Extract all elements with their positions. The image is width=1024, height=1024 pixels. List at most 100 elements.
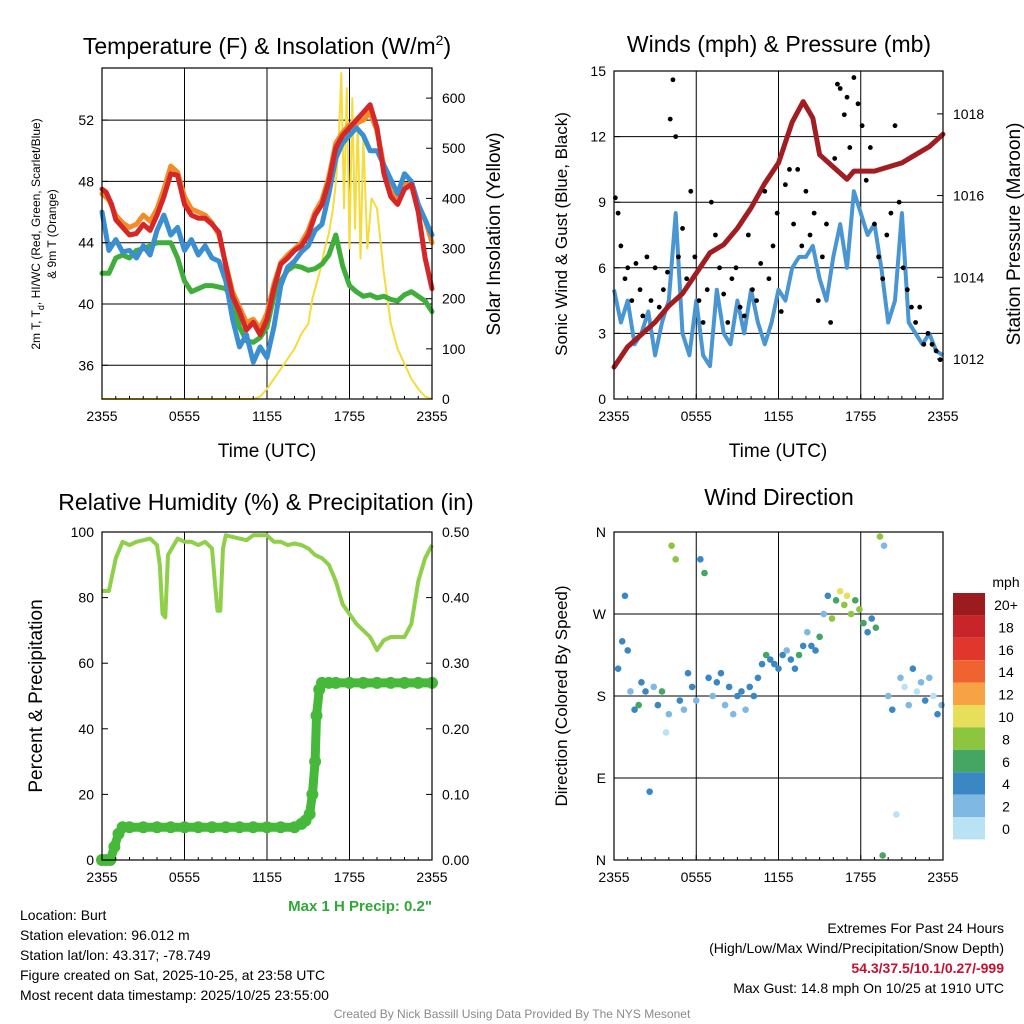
temperature-y2-ticks: 0 100 200 300 400 500 600: [426, 90, 466, 407]
x-tick-label: 2355: [416, 869, 447, 885]
direction-point: [917, 679, 925, 686]
winds-ylabel: Sonic Wind & Gust (Blue, Black): [552, 112, 571, 356]
precip-point: [108, 840, 121, 853]
gust-point: [717, 265, 722, 271]
legend-swatch: [953, 772, 985, 795]
gust-point: [847, 145, 853, 150]
gust-point: [835, 81, 840, 87]
gust-point: [841, 112, 847, 118]
winds-x-ticks: 2355 0555 1155 1755 2355: [598, 394, 959, 424]
direction-point: [688, 683, 696, 691]
series-line-pressure: [611, 99, 946, 370]
legend-swatch: [953, 817, 985, 840]
gust-point: [648, 298, 654, 303]
y-tick-label: 0: [598, 391, 606, 407]
precip-point: [310, 709, 323, 722]
gust-point: [667, 116, 673, 122]
gust-point: [904, 287, 910, 293]
direction-y-ticks: N E S W N: [593, 524, 620, 868]
precip-point: [219, 821, 232, 834]
direction-title: Wind Direction: [704, 484, 854, 510]
gust-point: [708, 199, 714, 205]
winds-grid: [614, 70, 943, 400]
legend-swatch: [953, 660, 985, 683]
legend-label: 0: [1002, 821, 1010, 837]
gust-point: [618, 243, 624, 249]
gust-point: [888, 210, 894, 216]
y-tick-label: 12: [590, 129, 606, 145]
direction-point: [697, 556, 704, 563]
precip-point: [309, 755, 322, 768]
direction-point: [884, 692, 892, 700]
gust-point: [896, 199, 902, 205]
gust-point: [832, 156, 838, 161]
humidity-panel: Relative Humidity (%) & Precipitation (i…: [26, 489, 474, 915]
gust-point: [803, 188, 809, 194]
gust-point: [884, 232, 890, 238]
series-line-2m-t: [99, 102, 435, 338]
direction-point: [638, 679, 645, 686]
direction-point: [665, 710, 673, 718]
speed-legend: 20+ 18 16 14 12 10 8 6 4 2 0: [953, 593, 1018, 840]
humidity-title: Relative Humidity (%) & Precipitation (i…: [58, 489, 473, 515]
gust-point: [872, 221, 877, 227]
winds-xlabel: Time (UTC): [729, 441, 828, 462]
direction-point: [684, 669, 692, 677]
direction-point: [803, 628, 811, 636]
gust-point: [644, 254, 650, 260]
humidity-series: [96, 533, 438, 866]
direction-point: [879, 852, 886, 859]
x-tick-label: 1755: [334, 408, 365, 424]
precip-point: [206, 821, 218, 834]
direction-point: [934, 710, 941, 718]
y-tick-label: 44: [78, 235, 94, 251]
direction-point: [856, 606, 863, 613]
direction-point: [635, 701, 642, 709]
gust-point: [688, 188, 694, 194]
gust-point: [629, 298, 635, 303]
precip-point: [151, 821, 163, 834]
series-line-sonic-wind: [612, 189, 945, 369]
series-line-rh: [102, 533, 434, 653]
x-tick-label: 1755: [845, 408, 876, 424]
x-tick-label: 1155: [252, 869, 282, 885]
x-tick-label: 1755: [334, 869, 365, 885]
temperature-panel: Temperature (F) & Insolation (W/m2) 36 40…: [29, 32, 505, 462]
direction-point: [836, 587, 844, 595]
y-tick-label: 60: [78, 655, 94, 671]
figure-created: Figure created on Sat, 2025-10-25, at 23…: [20, 967, 326, 983]
direction-point: [775, 665, 782, 672]
direction-point: [631, 706, 638, 713]
precip-point: [306, 788, 319, 801]
gust-point: [851, 75, 857, 80]
gust-point: [704, 287, 710, 293]
legend-swatch: [953, 705, 985, 728]
y-tick-label: W: [593, 606, 607, 622]
credit-line: Created By Nick Bassill Using Data Provi…: [333, 1007, 691, 1021]
x-tick-label: 2355: [416, 408, 447, 424]
direction-point: [668, 542, 675, 549]
gust-point: [774, 210, 780, 216]
gust-point: [754, 298, 759, 303]
legend-label: 4: [1002, 776, 1010, 792]
y2-tick-label: 600: [442, 90, 466, 106]
gust-point: [615, 210, 621, 216]
precip-point: [371, 676, 383, 689]
gust-point: [640, 313, 646, 319]
gust-point: [622, 276, 628, 282]
y-tick-label: 100: [71, 524, 95, 540]
gust-point: [676, 254, 681, 260]
gust-point: [778, 309, 784, 314]
gust-point: [859, 123, 865, 129]
gust-point: [721, 291, 727, 297]
y-tick-label: 15: [590, 63, 606, 79]
direction-point: [701, 569, 708, 577]
direction-point: [738, 688, 745, 695]
legend-swatch: [953, 794, 985, 817]
gust-point: [824, 221, 829, 227]
precip-point: [412, 676, 425, 689]
gust-point: [787, 167, 792, 172]
direction-point: [762, 651, 770, 659]
precip-point: [261, 821, 273, 834]
